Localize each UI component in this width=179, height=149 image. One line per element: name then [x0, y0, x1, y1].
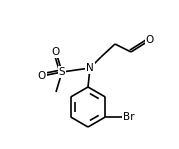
Text: Br: Br: [123, 112, 135, 122]
Text: O: O: [146, 35, 154, 45]
Text: S: S: [59, 67, 65, 77]
Text: N: N: [86, 63, 94, 73]
Text: O: O: [52, 47, 60, 57]
Text: O: O: [38, 71, 46, 81]
